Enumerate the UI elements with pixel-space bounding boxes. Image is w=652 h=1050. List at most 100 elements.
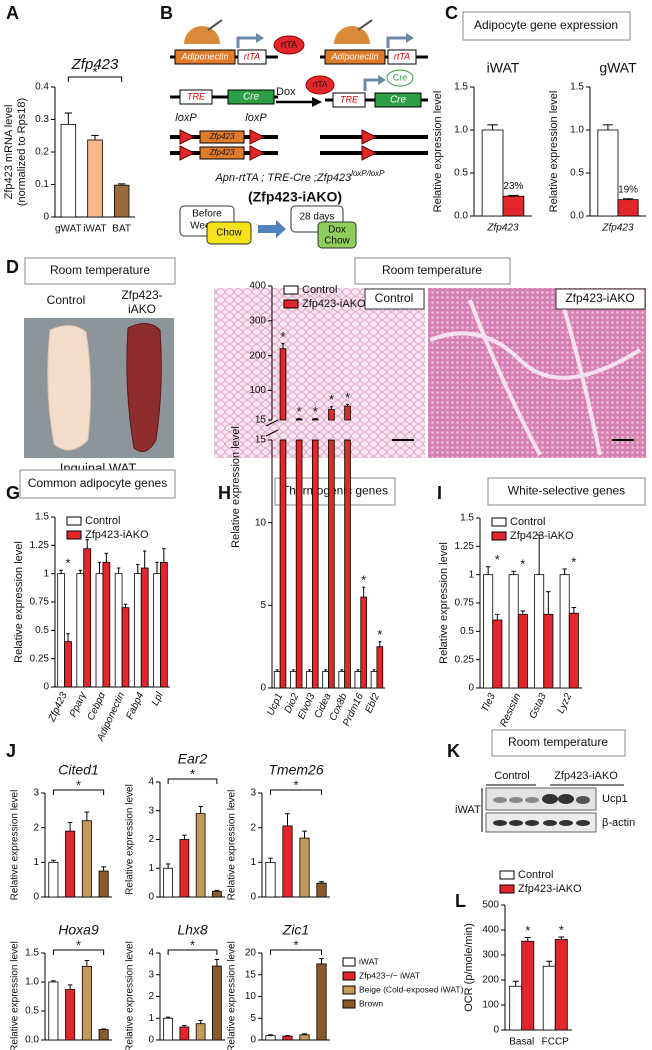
y-tick-label: 100	[482, 1000, 499, 1011]
y-tick-label: 0.4	[35, 82, 49, 93]
y-tick-label: 0	[493, 1025, 499, 1036]
bar	[133, 573, 142, 688]
bar	[344, 439, 351, 689]
y-tick-label: 2	[148, 834, 154, 845]
header: White-selective genes	[508, 484, 625, 498]
y-tick-label: 4	[148, 777, 154, 788]
legend-swatch	[283, 299, 299, 309]
y-tick-label: 0.1	[35, 179, 49, 190]
bar	[273, 671, 281, 689]
bar	[212, 965, 222, 1041]
axis-break	[265, 419, 279, 437]
decoration	[236, 36, 256, 48]
bar	[265, 1035, 276, 1041]
bar	[153, 573, 161, 688]
label-box	[555, 288, 646, 310]
y-axis-label: Relative expression level	[227, 941, 238, 1050]
x-tick-label: gWAT	[55, 224, 82, 235]
bar	[311, 439, 319, 689]
y-tick-label: 200	[482, 975, 499, 986]
value-label: 23%	[503, 181, 523, 192]
bracket	[52, 949, 105, 955]
decoration	[258, 220, 286, 238]
bar	[282, 1035, 293, 1041]
x-tick-label: Lyz2	[556, 691, 575, 715]
y-tick-label: 20	[245, 948, 257, 959]
decoration	[179, 129, 266, 161]
bar	[65, 830, 76, 898]
y-tick-label: 1	[43, 568, 49, 579]
gene-label: Adiponectin	[180, 51, 228, 61]
decoration	[493, 820, 507, 826]
bar	[554, 939, 568, 1031]
x-tick-label: Ebf2	[363, 691, 382, 715]
decoration	[199, 130, 245, 144]
panel-letter: A	[6, 3, 19, 23]
decoration	[386, 36, 406, 48]
bar	[57, 573, 65, 688]
bar	[299, 837, 310, 898]
y-tick-label: 0	[43, 682, 49, 693]
chart-title: iWAT	[487, 60, 520, 76]
y-tick-label: 0.25	[30, 653, 50, 664]
header-box	[19, 469, 176, 499]
significance: *	[190, 937, 195, 952]
y-axis-label: (normalized to Rps18)	[16, 98, 28, 206]
bar	[212, 890, 222, 898]
bar	[279, 348, 287, 421]
bar	[98, 870, 109, 898]
bar	[121, 607, 130, 688]
y-tick-label: 0.5	[460, 626, 474, 637]
timeline-label: Chow	[324, 236, 350, 247]
y-axis-label: Relative expression level	[230, 426, 242, 548]
bar	[322, 671, 329, 689]
protein-label: rtTA	[281, 39, 297, 49]
decoration	[227, 89, 275, 105]
y-tick-label: 15	[255, 415, 267, 426]
y-tick-label: 0.75	[30, 597, 50, 608]
significance: *	[297, 404, 302, 419]
bar	[282, 825, 293, 898]
bar	[179, 1026, 190, 1041]
header-box	[462, 11, 631, 41]
bracket	[167, 949, 218, 955]
bar	[344, 405, 351, 421]
significance: *	[92, 64, 97, 79]
bar	[542, 965, 556, 1031]
y-tick-label: 400	[249, 281, 266, 292]
decoration	[525, 820, 539, 826]
legend-swatch	[499, 870, 515, 880]
fat-pad	[47, 325, 92, 451]
significance: *	[377, 627, 382, 642]
bracket	[67, 76, 123, 82]
y-tick-label: 0	[148, 892, 154, 903]
decoration	[256, 33, 264, 43]
bar	[617, 199, 639, 217]
gene-label: Adiponectin	[330, 51, 378, 61]
y-tick-label: 15	[255, 435, 267, 446]
panel-letter: D	[6, 257, 19, 277]
y-tick-label: 1.0	[570, 125, 584, 136]
model-name: (Zfp423-iAKO)	[248, 189, 342, 205]
protein-label: rtTA	[313, 80, 328, 89]
x-tick-label: Zfp423	[46, 690, 70, 724]
bar	[163, 867, 173, 898]
bar	[316, 882, 327, 898]
x-tick-label: Fabp4	[124, 690, 146, 721]
y-tick-label: 1	[148, 863, 154, 874]
bar	[195, 813, 206, 898]
bar	[502, 195, 525, 217]
gene-label: TRE	[187, 91, 206, 101]
decoration	[525, 797, 539, 803]
bar	[360, 596, 367, 689]
y-axis-label: Relative expression level	[10, 790, 21, 901]
y-tick-label: 100	[249, 385, 266, 396]
bar	[81, 965, 92, 1041]
group-label: Zfp423-	[121, 288, 162, 302]
panel-letter: J	[6, 741, 16, 761]
legend-swatch	[66, 530, 82, 540]
y-axis-label: Relative expression level	[548, 91, 560, 213]
decoration	[363, 78, 378, 91]
x-tick-label: Resistin	[498, 691, 523, 728]
